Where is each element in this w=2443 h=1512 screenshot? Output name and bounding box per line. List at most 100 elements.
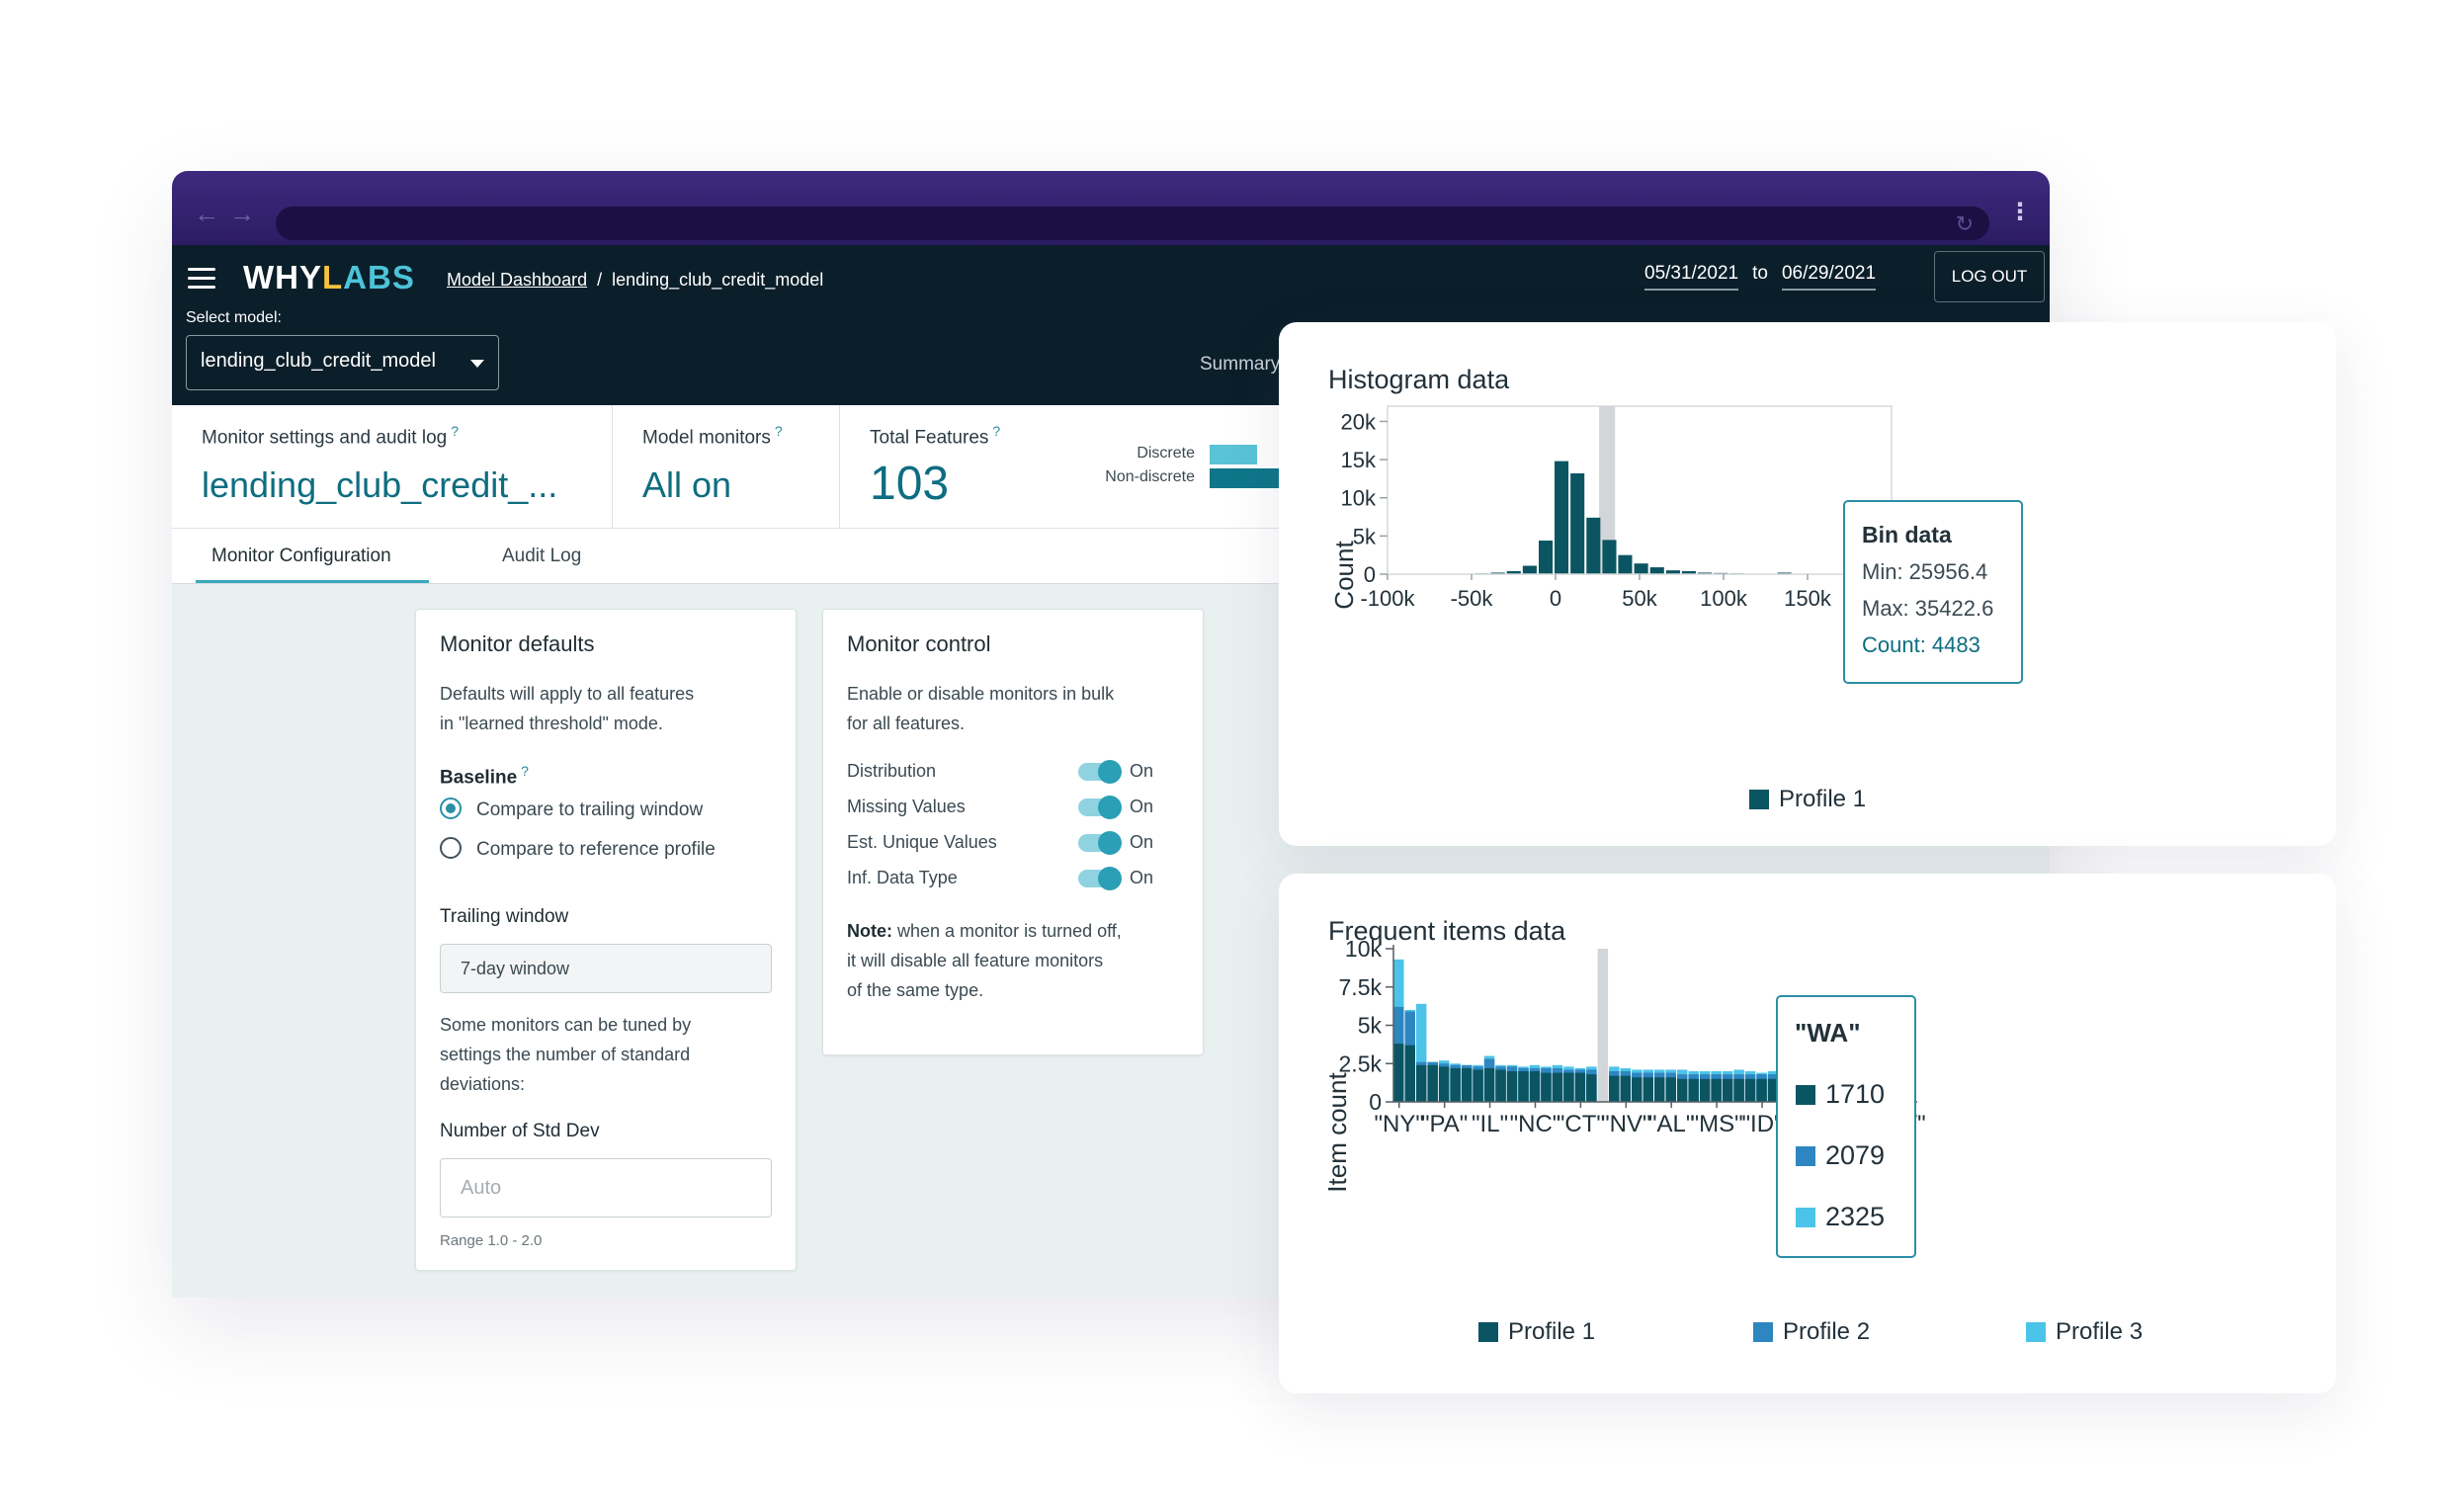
forward-arrow-icon[interactable]: → [229,199,255,228]
radio-selected-icon[interactable] [440,798,462,819]
histogram-bar[interactable] [1665,570,1680,574]
reload-icon[interactable]: ↻ [1955,211,1974,236]
frequent-item-bar[interactable] [1438,1066,1450,1102]
frequent-items-chart: 0 2.5k 5k 7.5k 10k "NY""PA" "IL" "NC""CT""NV""A… [1322,936,2143,1345]
y-tick-label: 10k [1341,486,1377,511]
note-line: it will disable all feature monitors [847,951,1104,970]
histogram-bar[interactable] [1490,572,1505,574]
frequent-item-bar[interactable] [1506,1071,1518,1102]
tab-audit-log[interactable]: Audit Log [502,546,582,566]
frequent-item-bar[interactable] [1541,1072,1552,1102]
logout-button[interactable]: LOG OUT [1934,251,2045,302]
frequent-item-bar[interactable] [1552,1072,1563,1102]
frequent-item-bar[interactable] [1643,1077,1653,1102]
frequent-item-bar[interactable] [1733,1078,1744,1102]
breadcrumb-current: lending_club_credit_model [612,270,824,290]
frequent-item-bar[interactable] [1415,1003,1427,1102]
breadcrumb-model-dashboard-link[interactable]: Model Dashboard [447,270,588,290]
frequent-item-bar[interactable] [1756,1078,1767,1102]
histogram-bar[interactable] [1602,540,1617,574]
radio-reference-profile[interactable]: Compare to reference profile [440,837,716,861]
frequent-item-bar[interactable] [1393,1044,1404,1102]
frequent-item-bar[interactable] [1586,1074,1597,1102]
kpi-title-text: Total Features [870,427,989,449]
kpi-title: Total Features? [870,423,1000,449]
frequent-item-bar[interactable] [1699,1078,1711,1102]
url-bar[interactable]: ↻ [276,207,1989,240]
frequent-item-bar[interactable] [1688,1078,1699,1102]
date-to-field[interactable]: 06/29/2021 [1781,263,1877,291]
histogram-bar[interactable] [1554,461,1569,574]
frequent-item-bar[interactable] [1427,1064,1438,1102]
panel-title: Frequent items data [1328,916,1566,946]
radio-trailing-window[interactable]: Compare to trailing window [440,798,703,821]
help-icon[interactable]: ? [774,423,783,439]
y-axis-label: Item count [1322,1072,1352,1193]
kpi-title: Monitor settings and audit log? [202,423,459,449]
histogram-bar[interactable] [1618,554,1633,574]
frequent-item-bar[interactable] [1676,1078,1688,1102]
frequent-item-bar[interactable] [1518,1071,1529,1102]
histogram-bar[interactable] [1506,570,1521,574]
panel-title: Histogram data [1328,365,1510,394]
help-icon[interactable]: ? [992,423,1001,439]
frequent-item-bar[interactable] [1483,1067,1495,1102]
frequent-item-bar[interactable] [1744,1078,1756,1102]
frequent-item-bar[interactable] [1495,1069,1506,1102]
frequent-item-bar[interactable] [1473,1069,1483,1102]
x-tick-label: 50k [1622,586,1657,611]
frequent-items-tooltip: "WA" 1710 2079 2325 [1776,995,1916,1258]
help-icon[interactable]: ? [521,763,529,779]
desc-line: Enable or disable monitors in bulk [847,684,1115,704]
histogram-bar[interactable] [1697,572,1713,574]
histogram-bar[interactable] [1570,473,1585,574]
caret-down-icon [470,360,484,368]
kpi-model-monitors[interactable]: Model monitors? All on [613,405,840,529]
histogram-bar[interactable] [1649,567,1664,574]
frequent-item-bar[interactable] [1722,1078,1733,1102]
std-dev-label: Number of Std Dev [440,1121,600,1141]
histogram-bar[interactable] [1539,541,1554,574]
date-from-field[interactable]: 05/31/2021 [1644,263,1739,291]
histogram-bar[interactable] [1777,572,1792,574]
std-dev-input[interactable]: Auto [440,1158,772,1218]
kebab-menu-icon[interactable]: ⋮ [2008,199,2032,225]
frequent-item-bar[interactable] [1404,1045,1415,1102]
frequent-item-bar[interactable] [1711,1078,1722,1102]
toggle-switch[interactable] [1078,796,1122,819]
frequent-item-bar[interactable] [1450,1067,1461,1102]
legend-label-profile-1: Profile 1 [1779,786,1866,812]
frequent-item-bar[interactable] [1609,1075,1620,1102]
back-arrow-icon[interactable]: ← [194,199,219,228]
model-select[interactable]: lending_club_credit_model [186,335,499,390]
frequent-item-bar[interactable] [1632,1077,1643,1102]
tab-monitor-configuration[interactable]: Monitor Configuration [211,546,391,566]
toggle-switch[interactable] [1078,867,1122,890]
histogram-bar[interactable] [1586,517,1601,574]
frequent-item-bar[interactable] [1415,1064,1427,1102]
toggle-switch[interactable] [1078,760,1122,784]
frequent-item-bar[interactable] [1529,1071,1541,1102]
help-icon[interactable]: ? [451,423,460,439]
frequent-item-bar[interactable] [1767,1078,1779,1102]
histogram-panel: Histogram data 0 5k 10k 15k 20k -100k -50k 0 50k… [1279,322,2336,846]
tab-summary[interactable]: Summary [1200,354,1281,375]
frequent-item-bar[interactable] [1654,1077,1665,1102]
toggle-switch[interactable] [1078,831,1122,855]
whylabs-logo[interactable]: WHYLABS [243,259,415,295]
radio-unselected-icon[interactable] [440,837,462,859]
histogram-bar[interactable] [1634,563,1648,574]
kpi-monitor-settings[interactable]: Monitor settings and audit log? lending_… [172,405,613,529]
frequent-item-bar[interactable] [1574,1072,1586,1102]
frequent-item-bar[interactable] [1620,1075,1632,1102]
histogram-bar[interactable] [1522,565,1537,575]
tooltip-value-2: 2079 [1825,1140,1885,1170]
desc-line: in "learned threshold" mode. [440,714,663,733]
hamburger-menu-icon[interactable] [188,268,215,290]
frequent-item-bar[interactable] [1665,1077,1676,1102]
histogram-bar[interactable] [1681,570,1696,574]
frequent-item-bar[interactable] [1461,1067,1473,1102]
frequent-item-bar[interactable] [1563,1072,1574,1102]
trailing-window-input[interactable]: 7-day window [440,944,772,993]
